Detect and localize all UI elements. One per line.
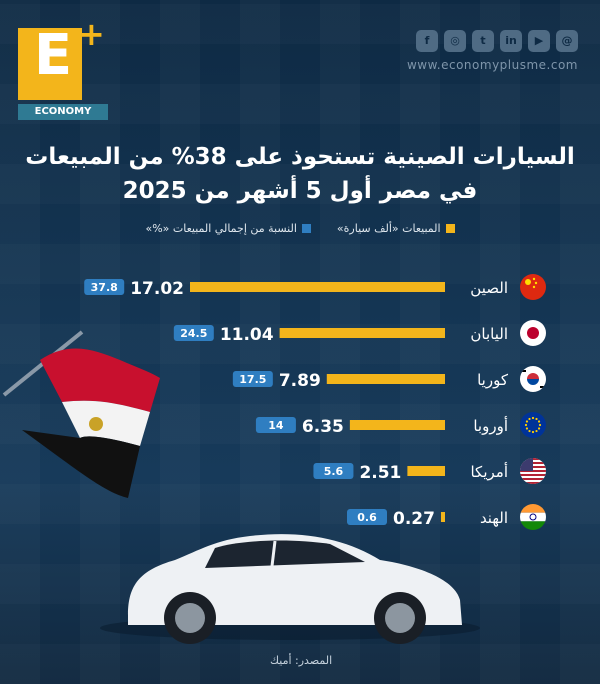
sales-value-label: 17.02 — [130, 279, 184, 299]
sales-bar — [440, 512, 445, 522]
source-note: المصدر: أميك — [270, 654, 333, 667]
social-links: f ◎ t in ▶ @ — [416, 30, 578, 52]
sales-value-label: 11.04 — [220, 325, 274, 345]
category-label: الهند — [480, 509, 508, 527]
category-label: أوروبا — [473, 416, 508, 435]
logo-letter: E — [33, 23, 73, 88]
chart-legend: المبيعات «ألف سيارة» النسبة من إجمالي ال… — [80, 222, 520, 235]
logo-plus: + — [78, 15, 105, 53]
legend-label-share: النسبة من إجمالي المبيعات «%» — [145, 222, 297, 235]
instagram-icon[interactable]: ◎ — [444, 30, 466, 52]
share-value-label: 17.5 — [239, 373, 266, 386]
share-bar — [313, 463, 354, 479]
category-label: اليابان — [470, 325, 508, 343]
share-bar — [84, 279, 125, 295]
title-line-1: السيارات الصينية تستحوذ على 38% من المبي… — [25, 144, 575, 170]
logo-box — [18, 28, 82, 100]
threads-icon[interactable]: @ — [556, 30, 578, 52]
china-flag-icon — [520, 274, 546, 300]
japan-flag-icon — [520, 320, 546, 346]
share-bar — [347, 509, 388, 525]
twitter-icon[interactable]: t — [472, 30, 494, 52]
usa-flag-icon — [520, 458, 546, 484]
bars-layer: 17.02 37.8 الصين 11.04 24.5 اليابان 7.89 17.5 كو… — [84, 274, 546, 530]
category-label: أمريكا — [470, 462, 508, 481]
youtube-icon[interactable]: ▶ — [528, 30, 550, 52]
share-value-label: 14 — [268, 419, 284, 432]
linkedin-icon[interactable]: in — [500, 30, 522, 52]
legend-swatch-share — [301, 224, 311, 233]
sales-value-label: 6.35 — [302, 417, 344, 437]
sales-value-label: 0.27 — [393, 509, 435, 529]
sales-bar — [279, 328, 445, 338]
india-flag-icon — [520, 504, 546, 530]
car-illustration — [100, 534, 480, 644]
share-value-label: 24.5 — [180, 327, 207, 340]
sales-bar — [407, 466, 445, 476]
legend-item-share: النسبة من إجمالي المبيعات «%» — [145, 222, 311, 235]
title-line-2: في مصر أول 5 أشهر من 2025 — [122, 178, 478, 204]
egypt-flag-illustration — [2, 330, 160, 498]
sales-bar — [190, 282, 445, 292]
sales-value-label: 2.51 — [359, 463, 401, 483]
sales-bar — [326, 374, 445, 384]
legend-item-sales: المبيعات «ألف سيارة» — [337, 222, 455, 235]
sales-value-label: 7.89 — [279, 371, 321, 391]
legend-swatch-sales — [445, 224, 455, 233]
share-value-label: 0.6 — [357, 511, 377, 524]
share-value-label: 37.8 — [91, 281, 118, 294]
economy-plus-logo: E + ECONOMY — [18, 15, 108, 120]
share-value-label: 5.6 — [324, 465, 344, 478]
legend-label-sales: المبيعات «ألف سيارة» — [336, 222, 441, 235]
eu-flag-icon — [520, 412, 546, 438]
category-label: كوريا — [477, 371, 509, 389]
facebook-icon[interactable]: f — [416, 30, 438, 52]
website-url[interactable]: www.economyplusme.com — [406, 58, 578, 72]
korea-flag-icon — [520, 366, 546, 392]
logo-word: ECONOMY — [18, 104, 108, 120]
chart-title: السيارات الصينية تستحوذ على 38% من المبي… — [20, 140, 580, 208]
category-label: الصين — [470, 279, 508, 297]
sales-bar — [349, 420, 445, 430]
share-bar — [255, 417, 296, 433]
share-bar — [173, 325, 214, 341]
share-bar — [232, 371, 273, 387]
